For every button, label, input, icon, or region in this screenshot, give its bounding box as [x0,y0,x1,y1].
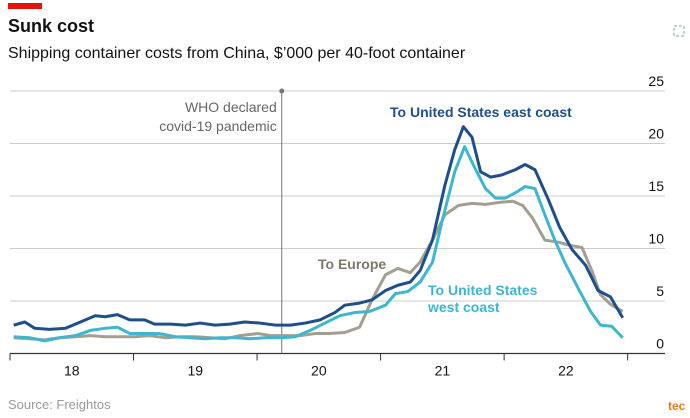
chart-title: Sunk cost [8,16,94,36]
y-tick-label: 5 [656,283,664,299]
series-label: To United States west coast [428,282,538,315]
series-line [13,125,624,331]
series-label: To Europe [318,256,387,272]
series-line [13,199,624,342]
y-tick-label: 10 [648,231,664,247]
x-tick-label: 20 [311,363,327,379]
x-tick-label: 21 [435,363,451,379]
annotation-text: covid-19 pandemic [159,118,277,134]
x-tick-label: 19 [188,363,204,379]
logo: tec [668,399,686,413]
source: Source: Freightos [8,397,111,412]
annotation-dot [279,88,285,94]
y-tick-label: 20 [648,126,664,142]
expand-icon[interactable] [673,25,685,37]
series-line [13,145,624,343]
red-tag [8,3,42,9]
x-tick-label: 18 [64,363,80,379]
y-tick-label: 15 [648,178,664,194]
x-tick-label: 22 [558,363,574,379]
y-tick-label: 0 [656,336,664,352]
y-tick-label: 25 [648,73,664,89]
annotation-text: WHO declared [185,99,277,115]
chart-subtitle: Shipping container costs from China, $’0… [8,45,466,62]
series-label: To United States east coast [390,104,572,120]
